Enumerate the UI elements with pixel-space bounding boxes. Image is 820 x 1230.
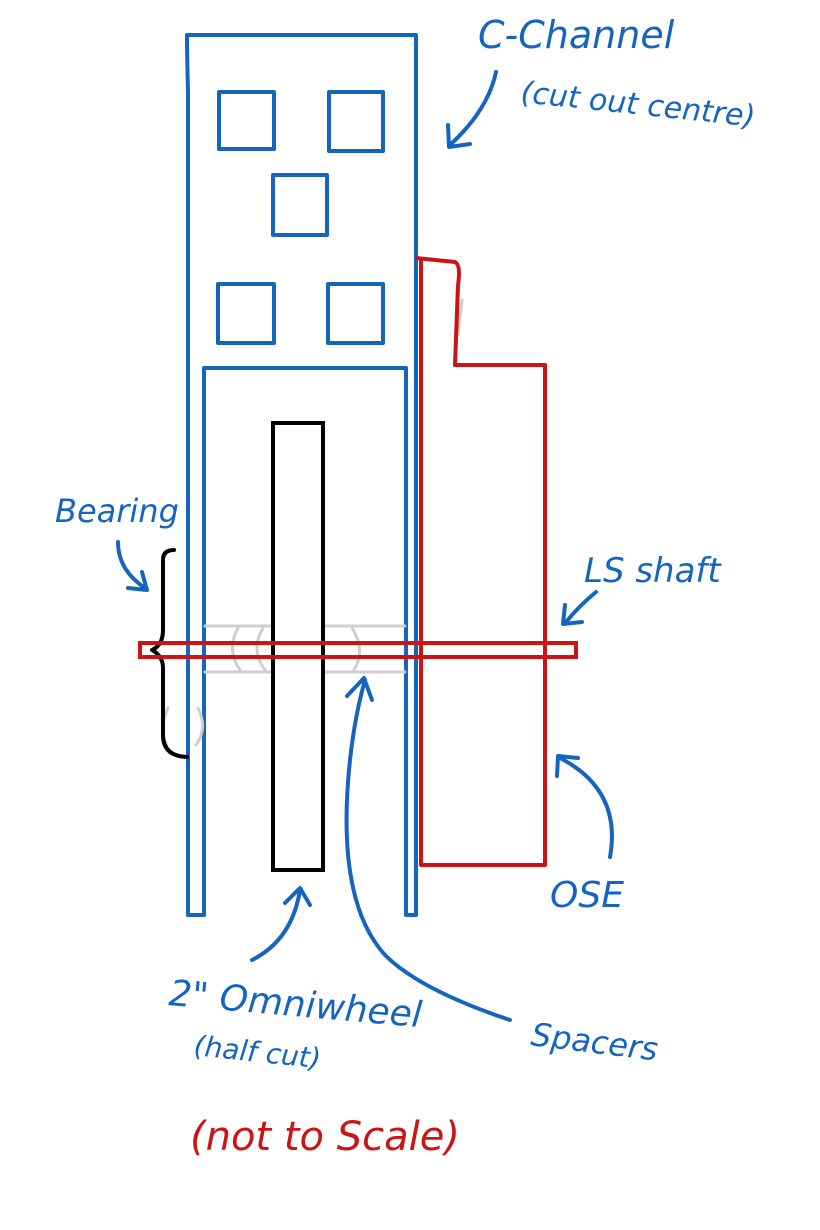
ose-label: OSE bbox=[550, 875, 624, 916]
shaft-arrow bbox=[561, 590, 598, 626]
c-channel-hole bbox=[326, 282, 385, 345]
bearing-label: Bearing bbox=[55, 492, 179, 530]
bearing-ghost bbox=[161, 706, 204, 747]
c-channel-hole bbox=[271, 173, 329, 237]
ose-plate bbox=[415, 256, 547, 867]
omniwheel-arrow bbox=[250, 886, 312, 962]
ose-mark bbox=[456, 298, 464, 337]
c-channel-sublabel: (cut out centre) bbox=[519, 75, 757, 134]
ls-shaft bbox=[138, 641, 578, 659]
c-channel-arrow bbox=[446, 70, 498, 149]
c-channel-hole bbox=[216, 282, 276, 345]
spacer-right bbox=[323, 624, 407, 674]
shaft-label: LS shaft bbox=[584, 551, 722, 591]
spacers-label: Spacers bbox=[529, 1015, 660, 1068]
c-channel-hole bbox=[327, 90, 385, 153]
c-channel-outline bbox=[185, 33, 418, 917]
c-channel bbox=[185, 33, 418, 917]
spacer-left bbox=[203, 624, 275, 674]
omniwheel-sublabel: (half cut) bbox=[192, 1029, 322, 1075]
scale-note: (not to Scale) bbox=[190, 1114, 460, 1160]
spacers-arrow bbox=[344, 676, 512, 1022]
bearing-arrow bbox=[116, 540, 149, 592]
omniwheel bbox=[271, 421, 325, 872]
c-channel-label: C-Channel bbox=[478, 13, 675, 57]
omniwheel-label: 2" Omniwheel bbox=[167, 973, 423, 1036]
annotation-arrows bbox=[116, 70, 614, 1022]
ose-arrow bbox=[555, 754, 614, 859]
bearing-bracket bbox=[150, 548, 189, 759]
c-channel-hole bbox=[217, 90, 276, 151]
